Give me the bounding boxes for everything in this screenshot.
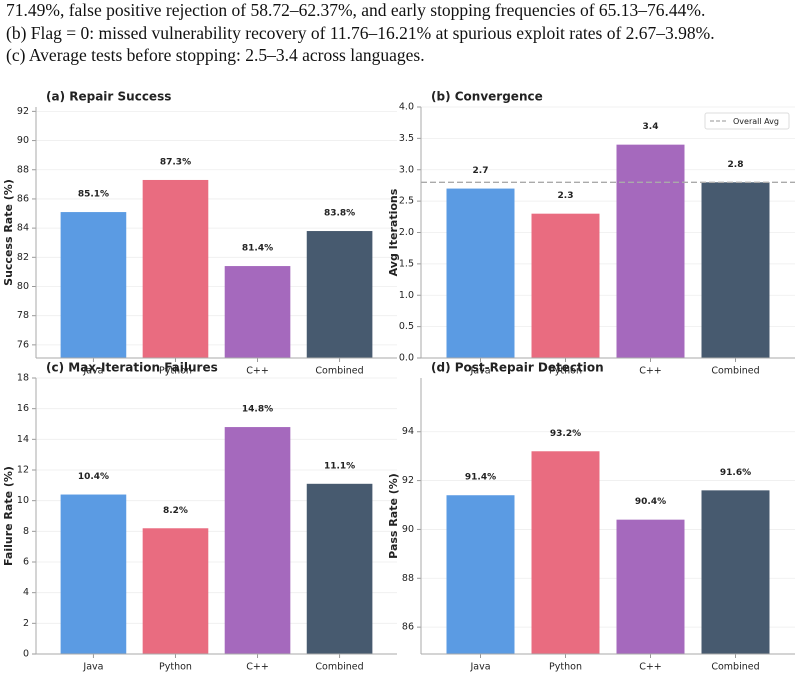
y-tick-label: 86: [17, 193, 29, 204]
value-label: 11.1%: [324, 461, 355, 471]
y-tick-label: 88: [17, 164, 29, 175]
y-tick-label: 2.5: [399, 196, 414, 207]
x-tick-label: Combined: [315, 662, 363, 673]
y-tick-label: 76: [17, 339, 29, 350]
bar: [531, 451, 600, 654]
x-tick-label: Combined: [711, 366, 759, 377]
value-label: 87.3%: [160, 157, 191, 167]
y-tick-label: 78: [17, 310, 29, 321]
bar: [616, 144, 685, 358]
y-tick-label: 1.0: [399, 290, 414, 301]
value-label: 85.1%: [78, 190, 109, 200]
value-label: 90.4%: [635, 497, 666, 507]
bar: [701, 490, 770, 654]
x-tick-label: Python: [549, 662, 582, 673]
x-tick-label: C++: [639, 662, 662, 673]
x-tick-label: Java: [469, 662, 490, 673]
y-tick-label: 1.5: [399, 258, 414, 269]
legend-box: [704, 112, 790, 130]
y-tick-label: 94: [402, 426, 414, 437]
value-label: 3.4: [643, 122, 659, 132]
y-tick-label: 84: [17, 223, 29, 234]
y-tick-label: 0.0: [399, 353, 414, 364]
x-tick-label: Java: [82, 662, 103, 673]
x-tick-label: C++: [246, 366, 269, 377]
y-axis-label: Pass Rate (%): [387, 473, 400, 559]
y-tick-label: 88: [402, 573, 414, 584]
x-tick-label: Python: [549, 366, 582, 377]
bar: [446, 495, 515, 654]
value-label: 2.7: [473, 166, 489, 176]
bar: [531, 213, 600, 358]
chart-title: (b) Convergence: [431, 90, 543, 104]
y-tick-label: 4.0: [399, 102, 414, 113]
bar: [60, 212, 127, 358]
x-tick-label: Java: [82, 366, 103, 377]
value-label: 91.6%: [720, 468, 751, 478]
value-label: 83.8%: [324, 209, 355, 219]
y-tick-label: 2: [23, 618, 29, 629]
x-tick-label: Python: [159, 662, 192, 673]
chart-title: (d) Post-Repair Detection: [431, 361, 604, 375]
y-tick-label: 80: [17, 281, 29, 292]
y-tick-label: 18: [17, 373, 29, 384]
y-tick-label: 90: [402, 524, 414, 535]
x-tick-label: C++: [639, 366, 662, 377]
y-tick-label: 90: [17, 135, 29, 146]
y-tick-label: 92: [17, 106, 29, 117]
x-tick-label: Java: [469, 366, 490, 377]
bar: [306, 231, 373, 358]
caption-line: (b) Flag = 0: missed vulnerability recov…: [6, 23, 715, 43]
y-tick-label: 86: [402, 622, 414, 633]
value-label: 8.2%: [163, 506, 188, 516]
bar: [701, 182, 770, 358]
y-axis-label: Failure Rate (%): [2, 466, 15, 566]
y-tick-label: 82: [17, 252, 29, 263]
caption-line: 71.49%, false positive rejection of 58.7…: [6, 0, 706, 20]
caption-line: (c) Average tests before stopping: 2.5–3…: [6, 45, 425, 65]
y-tick-label: 0: [23, 649, 29, 660]
y-tick-label: 2.0: [399, 227, 414, 238]
x-tick-label: C++: [246, 662, 269, 673]
y-tick-label: 92: [402, 475, 414, 486]
legend-label: Overall Avg: [733, 117, 779, 126]
bar: [446, 188, 515, 358]
y-tick-label: 4: [23, 587, 29, 598]
value-label: 93.2%: [550, 429, 581, 439]
y-tick-label: 6: [23, 557, 29, 568]
y-tick-label: 12: [17, 465, 29, 476]
y-axis-label: Avg Iterations: [387, 188, 400, 276]
y-tick-label: 3.5: [399, 133, 414, 144]
value-label: 14.8%: [242, 405, 273, 415]
bar: [224, 266, 291, 358]
y-tick-label: 10: [17, 495, 29, 506]
bar: [142, 179, 209, 358]
value-label: 2.8: [728, 160, 744, 170]
bar: [616, 519, 685, 654]
x-tick-label: Combined: [711, 662, 759, 673]
x-tick-label: Combined: [315, 366, 363, 377]
value-label: 2.3: [558, 191, 574, 201]
y-axis-label: Success Rate (%): [2, 179, 15, 286]
y-tick-label: 16: [17, 403, 29, 414]
x-tick-label: Python: [159, 366, 192, 377]
y-tick-label: 14: [17, 434, 29, 445]
y-tick-label: 3.0: [399, 164, 414, 175]
bar: [306, 483, 373, 654]
value-label: 91.4%: [465, 473, 496, 483]
bar: [224, 427, 291, 654]
bar: [142, 528, 209, 654]
y-tick-label: 0.5: [399, 321, 414, 332]
value-label: 81.4%: [242, 244, 273, 254]
value-label: 10.4%: [78, 472, 109, 482]
y-tick-label: 8: [23, 526, 29, 537]
bar: [60, 494, 127, 654]
chart-title: (a) Repair Success: [46, 90, 171, 104]
chart-title: (c) Max-Iteration Failures: [46, 361, 218, 375]
